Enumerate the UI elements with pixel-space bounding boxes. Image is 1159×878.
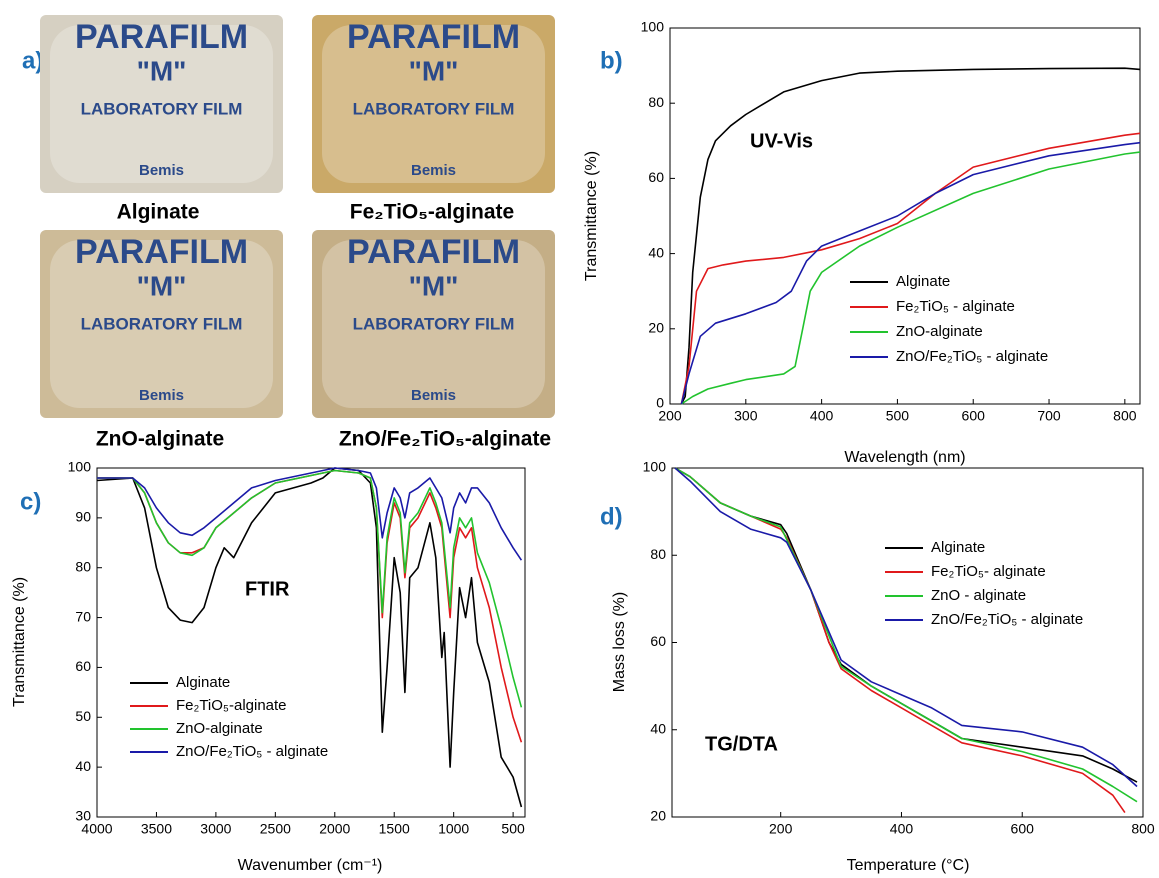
y-tick-label: 60	[648, 169, 664, 185]
x-tick-label: 1500	[379, 821, 410, 837]
y-tick-label: 20	[650, 808, 666, 824]
panel-label: d)	[600, 503, 623, 530]
x-tick-label: 800	[1113, 408, 1137, 424]
x-tick-label: 400	[890, 821, 914, 837]
annotation: FTIR	[245, 578, 290, 600]
y-tick-label: 80	[75, 558, 91, 574]
photo-print: PARAFILM	[347, 233, 520, 271]
photo-caption: ZnO-alginate	[96, 428, 224, 451]
x-tick-label: 800	[1131, 821, 1155, 837]
panel-label: b)	[600, 47, 623, 74]
y-tick-label: 50	[75, 708, 91, 724]
y-tick-label: 40	[75, 758, 91, 774]
x-tick-label: 200	[769, 821, 793, 837]
legend-label: ZnO-alginate	[896, 323, 983, 340]
legend-label: ZnO-alginate	[176, 720, 263, 737]
y-axis-title: Mass loss (%)	[611, 592, 628, 692]
legend-label: ZnO/Fe₂TiO₅ - alginate	[931, 611, 1083, 628]
figure: a) b) c) d) PARAFILM"M"LABORATORY FILMBe…	[0, 0, 1159, 878]
x-tick-label: 3000	[200, 821, 231, 837]
y-tick-label: 100	[643, 459, 667, 475]
y-tick-label: 80	[648, 94, 664, 110]
legend-label: Alginate	[931, 539, 985, 556]
photo-print: Bemis	[411, 162, 456, 179]
photo-print: PARAFILM	[347, 18, 520, 56]
photo-print: "M"	[409, 270, 459, 301]
x-tick-label: 500	[501, 821, 525, 837]
x-tick-label: 700	[1037, 408, 1061, 424]
photo-print: LABORATORY FILM	[353, 314, 515, 333]
photo-caption: Fe₂TiO₅-alginate	[350, 201, 514, 224]
x-tick-label: 300	[734, 408, 758, 424]
x-axis-title: Wavelength (nm)	[844, 449, 965, 466]
legend-label: Fe₂TiO₅-alginate	[176, 697, 287, 714]
y-tick-label: 80	[650, 546, 666, 562]
y-tick-label: 0	[656, 395, 664, 411]
y-tick-label: 40	[650, 720, 666, 736]
photo-print: LABORATORY FILM	[81, 314, 243, 333]
legend-label: ZnO/Fe₂TiO₅ - alginate	[176, 743, 328, 760]
y-tick-label: 30	[75, 808, 91, 824]
x-tick-label: 600	[962, 408, 986, 424]
photo-print: "M"	[137, 55, 187, 86]
y-tick-label: 100	[641, 19, 665, 35]
series-line	[97, 471, 521, 708]
photo-print: LABORATORY FILM	[81, 99, 243, 118]
legend-label: ZnO/Fe₂TiO₅ - alginate	[896, 348, 1048, 365]
x-tick-label: 2500	[260, 821, 291, 837]
x-tick-label: 1000	[438, 821, 469, 837]
y-tick-label: 60	[75, 658, 91, 674]
series-line	[97, 468, 521, 560]
plot-frame	[672, 468, 1143, 817]
y-axis-title: Transmittance (%)	[11, 577, 28, 707]
x-tick-label: 600	[1011, 821, 1035, 837]
y-tick-label: 60	[650, 633, 666, 649]
annotation: UV-Vis	[750, 130, 813, 152]
photo-print: Bemis	[139, 162, 184, 179]
legend-label: Alginate	[896, 273, 950, 290]
photo-print: Bemis	[139, 387, 184, 404]
photo-caption: Alginate	[117, 201, 200, 224]
panel-label: c)	[20, 488, 41, 515]
y-axis-title: Transmittance (%)	[583, 151, 600, 281]
x-axis-title: Temperature (°C)	[847, 857, 970, 874]
y-tick-label: 100	[68, 459, 92, 475]
legend-label: Fe₂TiO₅ - alginate	[896, 298, 1015, 315]
x-tick-label: 400	[810, 408, 834, 424]
legend-label: ZnO - alginate	[931, 587, 1026, 604]
photo-print: PARAFILM	[75, 233, 248, 271]
photo-print: PARAFILM	[75, 18, 248, 56]
photo-print: Bemis	[411, 387, 456, 404]
photo-print: "M"	[137, 270, 187, 301]
x-tick-label: 3500	[141, 821, 172, 837]
x-axis-title: Wavenumber (cm⁻¹)	[238, 857, 383, 874]
photo-print: "M"	[409, 55, 459, 86]
y-tick-label: 90	[75, 509, 91, 525]
legend-label: Alginate	[176, 674, 230, 691]
legend-label: Fe₂TiO₅- alginate	[931, 563, 1046, 580]
photo-print: LABORATORY FILM	[353, 99, 515, 118]
annotation: TG/DTA	[705, 733, 778, 755]
x-tick-label: 500	[886, 408, 910, 424]
y-tick-label: 70	[75, 608, 91, 624]
y-tick-label: 20	[648, 320, 664, 336]
series-line	[675, 468, 1125, 813]
x-tick-label: 2000	[319, 821, 350, 837]
photo-caption: ZnO/Fe₂TiO₅-alginate	[339, 428, 551, 451]
series-line	[97, 471, 521, 743]
y-tick-label: 40	[648, 244, 664, 260]
